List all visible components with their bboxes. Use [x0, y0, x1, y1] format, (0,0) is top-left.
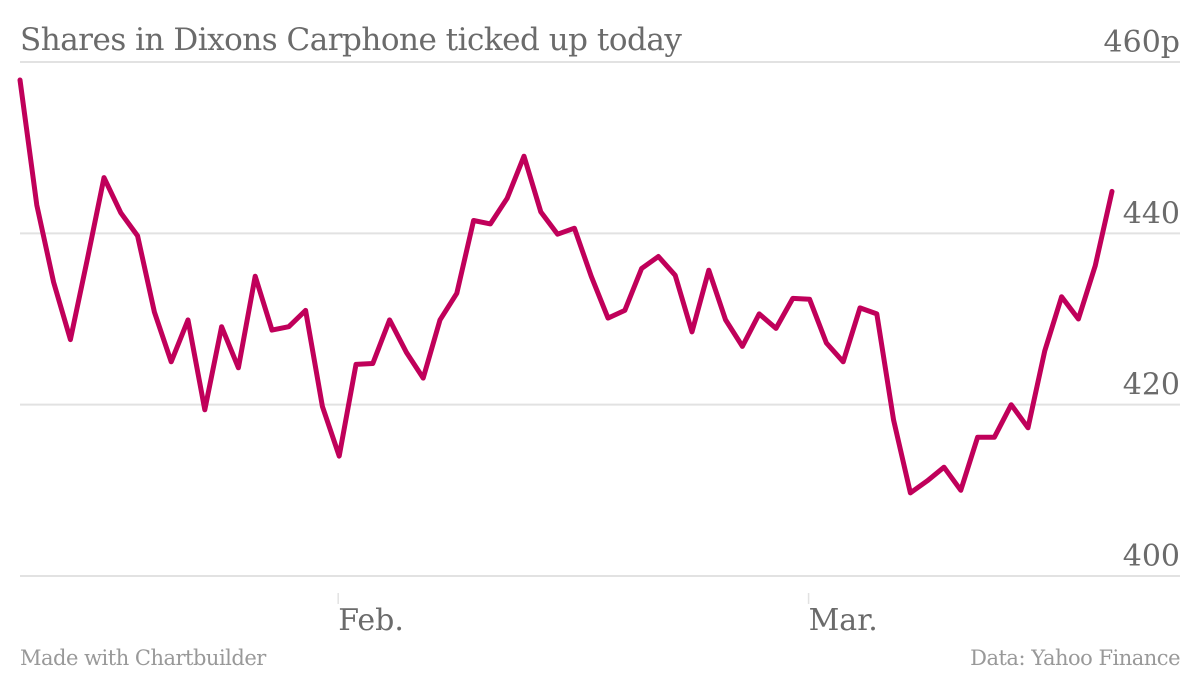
x-axis: Feb.Mar.Apr. — [337, 593, 878, 638]
y-tick-label: 440 — [1123, 196, 1180, 231]
x-tick-label: Mar. — [809, 603, 878, 638]
y-axis-labels: 400 420 440 460p — [1104, 25, 1180, 574]
price-line — [17, 77, 1115, 496]
y-tick-label: 400 — [1123, 539, 1180, 574]
data-source: Data: Yahoo Finance — [970, 646, 1180, 670]
y-tick-label: 420 — [1123, 368, 1180, 403]
x-tick-label: Feb. — [338, 603, 404, 638]
chart-title: Shares in Dixons Carphone ticked up toda… — [20, 22, 682, 58]
gridlines — [20, 61, 1180, 577]
y-tick-label: 460p — [1104, 25, 1180, 60]
chartbuilder-credit: Made with Chartbuilder — [20, 646, 266, 670]
